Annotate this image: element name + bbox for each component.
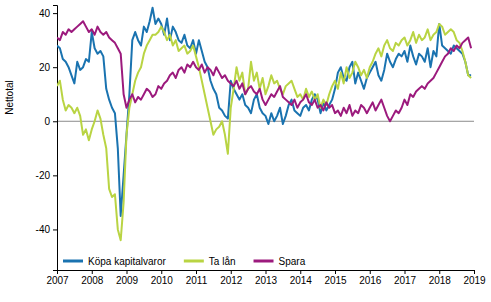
x-tick-label: 2016	[359, 275, 382, 286]
x-tick-label: 2009	[116, 275, 139, 286]
x-tick-label: 2010	[151, 275, 174, 286]
x-tick-label: 2017	[394, 275, 417, 286]
x-axis: 2007 2008 2009 2010 2011 2012 2013 2014 2015 2016…	[46, 270, 486, 286]
y-tick-label: 40	[39, 8, 51, 19]
series-line	[57, 24, 471, 240]
x-tick-mark	[474, 270, 475, 274]
y-tick: 0	[44, 116, 57, 127]
y-tick-mark	[53, 175, 57, 176]
x-tick: 2009	[116, 270, 139, 286]
y-tick: 40	[39, 8, 57, 19]
x-tick-mark	[92, 270, 93, 274]
chart: 2007 2008 2009 2010 2011 2012 2013 2014 2015 2016…	[0, 0, 491, 302]
x-tick-mark	[127, 270, 128, 274]
y-tick: 20	[39, 62, 57, 73]
y-tick-label: -40	[36, 224, 51, 235]
x-tick-label: 2013	[255, 275, 278, 286]
legend-item: Köpa kapitalvaror	[63, 256, 166, 267]
x-tick-label: 2008	[81, 275, 104, 286]
x-tick-label: 2012	[220, 275, 243, 286]
x-tick: 2007	[46, 270, 69, 286]
x-tick-label: 2018	[429, 275, 452, 286]
x-tick: 2010	[151, 270, 174, 286]
x-tick-mark	[335, 270, 336, 274]
legend-label: Spara	[279, 256, 306, 267]
x-tick-mark	[370, 270, 371, 274]
x-tick: 2018	[429, 270, 452, 286]
x-tick-mark	[405, 270, 406, 274]
x-tick-mark	[196, 270, 197, 274]
x-tick: 2015	[324, 270, 347, 286]
zero-line	[57, 121, 474, 122]
y-tick-label: 0	[44, 116, 50, 127]
plot-area	[57, 8, 471, 241]
y-tick-mark	[53, 13, 57, 14]
x-tick: 2016	[359, 270, 382, 286]
x-tick-mark	[439, 270, 440, 274]
x-tick-label: 2011	[186, 275, 208, 286]
legend-swatch	[63, 260, 83, 263]
y-tick: -20	[36, 170, 57, 181]
x-tick-mark	[231, 270, 232, 274]
x-tick-mark	[300, 270, 301, 274]
legend-label: Ta lån	[209, 256, 236, 267]
x-tick: 2011	[186, 270, 208, 286]
x-tick: 2017	[394, 270, 417, 286]
y-axis: -40 -20 0 20 40	[36, 6, 58, 271]
series-line	[57, 8, 471, 216]
x-tick: 2019	[463, 270, 486, 286]
y-tick-label: 20	[39, 62, 51, 73]
legend: Köpa kapitalvaror Ta lån Spara	[63, 256, 306, 267]
y-tick: -40	[36, 224, 57, 235]
x-tick-label: 2014	[290, 275, 313, 286]
series-line	[57, 21, 471, 121]
x-tick: 2013	[255, 270, 278, 286]
y-tick-mark	[53, 67, 57, 68]
x-tick-label: 2007	[46, 275, 69, 286]
legend-item: Ta lån	[184, 256, 236, 267]
x-tick-mark	[161, 270, 162, 274]
x-tick-label: 2015	[324, 275, 347, 286]
x-tick: 2012	[220, 270, 243, 286]
x-tick: 2008	[81, 270, 104, 286]
x-tick-label: 2019	[463, 275, 486, 286]
legend-label: Köpa kapitalvaror	[88, 256, 166, 267]
x-tick-mark	[266, 270, 267, 274]
y-axis-line	[53, 6, 58, 271]
legend-item: Spara	[254, 256, 306, 267]
y-tick-mark	[53, 121, 57, 122]
y-tick-label: -20	[36, 170, 51, 181]
legend-swatch	[254, 260, 274, 263]
x-axis-line	[58, 271, 475, 275]
x-tick: 2014	[290, 270, 313, 286]
y-tick-mark	[53, 229, 57, 230]
y-axis-title: Nettotal	[4, 80, 15, 114]
legend-swatch	[184, 260, 204, 263]
